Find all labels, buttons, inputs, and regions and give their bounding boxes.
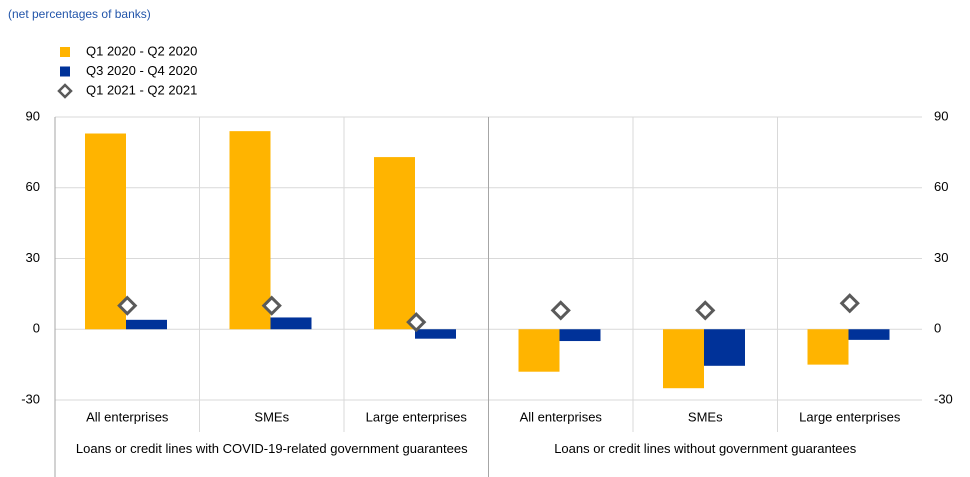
group-label: Loans or credit lines with COVID-19-rela… [75, 441, 468, 456]
x-tick-label: All enterprises [86, 409, 169, 424]
bar [415, 329, 456, 339]
legend-label: Q1 2020 - Q2 2020 [86, 43, 197, 58]
diamond-marker [695, 300, 716, 321]
y-tick-label: 90 [26, 108, 40, 123]
diamond-marker [261, 295, 282, 316]
x-tick-label: SMEs [254, 409, 289, 424]
legend-swatch [60, 66, 70, 77]
x-tick-label: Large enterprises [799, 409, 901, 424]
bar [848, 329, 890, 340]
y-tick-label: 60 [26, 179, 40, 194]
diamond-marker [550, 300, 571, 321]
bar [85, 133, 126, 330]
x-tick-label: Large enterprises [366, 409, 468, 424]
y-tick-label: 0 [33, 321, 40, 336]
group-label: Loans or credit lines without government… [554, 441, 857, 456]
x-tick-label: All enterprises [520, 409, 603, 424]
bar [518, 329, 560, 372]
y2-tick-label: 60 [934, 179, 948, 194]
legend-swatch [60, 47, 70, 57]
legend-label: Q1 2021 - Q2 2021 [86, 82, 197, 97]
legend-swatch [57, 83, 73, 99]
x-tick-label: SMEs [688, 409, 723, 424]
bar [559, 329, 601, 342]
diamond-marker [839, 293, 860, 314]
diamond-marker [406, 312, 427, 333]
y-tick-label: -30 [21, 391, 40, 406]
legend-label: Q3 2020 - Q4 2020 [86, 63, 197, 78]
bar [126, 319, 167, 330]
diamond-marker [117, 295, 138, 316]
y2-tick-label: 0 [934, 321, 941, 336]
bar [807, 329, 849, 365]
bar [374, 157, 415, 330]
bar [270, 317, 312, 330]
bar [704, 329, 745, 366]
bar [229, 131, 271, 330]
y2-tick-label: -30 [934, 391, 953, 406]
y2-tick-label: 30 [934, 250, 948, 265]
chart-subtitle: (net percentages of banks) [8, 7, 151, 21]
bar [663, 329, 704, 389]
y2-tick-label: 90 [934, 108, 948, 123]
y-tick-label: 30 [26, 250, 40, 265]
